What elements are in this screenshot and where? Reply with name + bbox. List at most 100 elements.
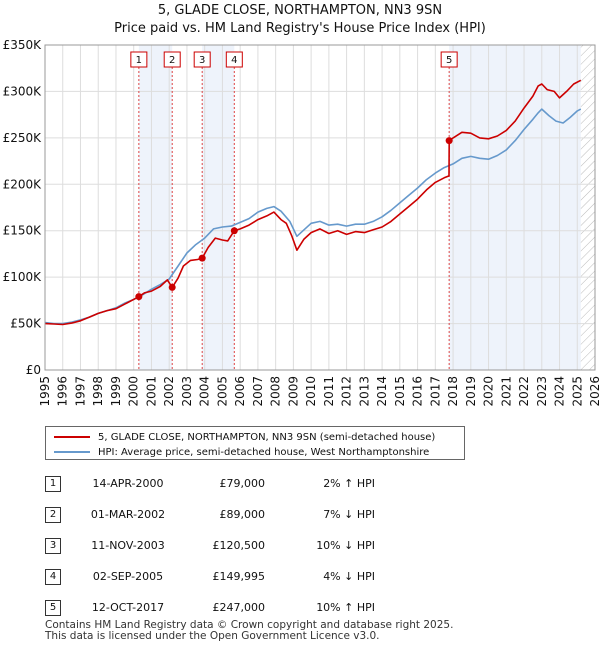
x-tick-label: 2014 <box>375 376 389 407</box>
sale-number-badge: 3 <box>45 538 61 554</box>
sale-date: 12-OCT-2017 <box>91 601 165 614</box>
sale-number-badge: 2 <box>45 507 61 523</box>
sale-hpi-diff: 2% ↑ HPI <box>323 477 375 490</box>
x-tick-label: 1996 <box>56 376 70 407</box>
chart-title-line2: Price paid vs. HM Land Registry's House … <box>114 21 486 36</box>
x-tick-label: 2001 <box>144 376 158 407</box>
sale-price: £120,500 <box>212 539 266 552</box>
sale-price: £247,000 <box>212 601 266 614</box>
sale-point <box>230 227 238 235</box>
x-tick-label: 2012 <box>340 376 354 407</box>
sale-hpi-diff: 10% ↓ HPI <box>316 539 375 552</box>
sale-price: £149,995 <box>212 570 266 583</box>
legend-item-hpi: HPI: Average price, semi-detached house,… <box>54 445 429 459</box>
x-tick-label: 1998 <box>91 376 105 407</box>
x-tick-label: 2026 <box>588 376 600 407</box>
sale-marker-box <box>225 51 243 68</box>
sale-marker-box <box>193 51 211 68</box>
x-tick-label: 2015 <box>393 376 407 407</box>
legend-label-hpi: HPI: Average price, semi-detached house,… <box>98 446 430 458</box>
sale-point <box>198 254 206 262</box>
x-tick-label: 2003 <box>180 376 194 407</box>
chart-legend: 5, GLADE CLOSE, NORTHAMPTON, NN3 9SN (se… <box>45 426 465 460</box>
sale-marker-label: 2 <box>169 55 175 66</box>
legend-label-property: 5, GLADE CLOSE, NORTHAMPTON, NN3 9SN (se… <box>98 431 436 443</box>
sale-period-band <box>449 45 581 370</box>
x-tick-label: 2008 <box>269 376 283 407</box>
sale-marker-label: 4 <box>231 55 237 66</box>
y-tick-label: £150K <box>3 224 43 238</box>
sale-marker-label: 5 <box>446 55 452 66</box>
x-tick-label: 2011 <box>322 376 336 407</box>
x-tick-label: 2006 <box>233 376 247 407</box>
x-tick-label: 1999 <box>109 376 123 407</box>
sale-date: 02-SEP-2005 <box>92 570 164 583</box>
sale-number-badge: 1 <box>45 476 61 492</box>
legend-swatch-hpi <box>54 451 90 453</box>
sale-price: £89,000 <box>219 508 266 521</box>
sale-point <box>135 293 143 301</box>
x-tick-label: 2018 <box>446 376 460 407</box>
x-tick-label: 2022 <box>517 376 531 407</box>
footer-attribution: Contains HM Land Registry data © Crown c… <box>45 620 453 642</box>
x-tick-label: 2005 <box>215 376 229 407</box>
sale-date: 14-APR-2000 <box>92 477 164 490</box>
chart-title-line1: 5, GLADE CLOSE, NORTHAMPTON, NN3 9SN <box>157 3 443 18</box>
sale-period-band <box>202 45 235 370</box>
footer-line1: Contains HM Land Registry data © Crown c… <box>45 619 454 631</box>
x-tick-label: 2002 <box>162 376 176 407</box>
sale-number-badge: 4 <box>45 569 61 585</box>
price-chart: £0 £50K £100K £150K £200K £250K £300K £350K 1995… <box>3 38 600 407</box>
sale-price: £79,000 <box>219 477 266 490</box>
x-tick-label: 2000 <box>127 376 141 407</box>
sale-point <box>168 283 176 291</box>
sale-hpi-diff: 4% ↓ HPI <box>323 570 375 583</box>
projection-hatch <box>580 45 595 370</box>
x-tick-label: 2023 <box>535 376 549 407</box>
table-row: 1 14-APR-2000 £79,000 2% ↑ HPI <box>45 476 465 494</box>
plot-frame <box>44 44 596 371</box>
x-tick-label: 1995 <box>38 376 52 407</box>
y-tick-label: £100K <box>3 270 43 284</box>
table-row: 2 01-MAR-2002 £89,000 7% ↓ HPI <box>45 507 465 525</box>
x-tick-label: 2020 <box>482 376 496 407</box>
sale-hpi-diff: 7% ↓ HPI <box>323 508 375 521</box>
sale-marker-label: 1 <box>136 55 142 66</box>
x-tick-label: 2021 <box>499 376 513 407</box>
x-tick-label: 2016 <box>411 376 425 407</box>
sale-marker-label: 3 <box>199 55 205 66</box>
sale-marker-box <box>130 51 148 68</box>
y-tick-label: £200K <box>3 177 43 191</box>
table-row: 4 02-SEP-2005 £149,995 4% ↓ HPI <box>45 569 465 587</box>
y-tick-label: £300K <box>3 84 43 98</box>
sale-hpi-diff: 10% ↑ HPI <box>316 601 375 614</box>
x-tick-label: 2025 <box>570 376 584 407</box>
y-tick-label: £250K <box>3 131 43 145</box>
sale-number-badge: 5 <box>45 600 61 616</box>
table-row: 3 11-NOV-2003 £120,500 10% ↓ HPI <box>45 538 465 556</box>
sale-date: 01-MAR-2002 <box>90 508 166 521</box>
x-tick-label: 2017 <box>428 376 442 407</box>
x-tick-label: 2010 <box>304 376 318 407</box>
y-tick-label: £0 <box>26 363 41 377</box>
x-tick-label: 2007 <box>251 376 265 407</box>
x-tick-label: 2024 <box>553 376 567 407</box>
x-tick-label: 2013 <box>357 376 371 407</box>
sale-point <box>445 137 453 145</box>
y-tick-label: £50K <box>10 317 42 331</box>
x-tick-label: 2004 <box>198 376 212 407</box>
x-tick-label: 2019 <box>464 376 478 407</box>
y-tick-label: £350K <box>3 38 43 52</box>
x-tick-label: 1997 <box>73 376 87 407</box>
chart-title: 5, GLADE CLOSE, NORTHAMPTON, NN3 9SN Pri… <box>0 2 600 38</box>
sale-period-band <box>138 45 173 370</box>
footer-line2: This data is licensed under the Open Gov… <box>45 630 380 642</box>
table-row: 5 12-OCT-2017 £247,000 10% ↑ HPI <box>45 600 465 618</box>
legend-swatch-property <box>54 436 90 438</box>
series-line <box>44 79 582 326</box>
x-tick-label: 2009 <box>286 376 300 407</box>
sale-marker-box <box>440 51 458 68</box>
sale-marker-box <box>163 51 181 68</box>
legend-item-property: 5, GLADE CLOSE, NORTHAMPTON, NN3 9SN (se… <box>54 430 435 444</box>
sale-date: 11-NOV-2003 <box>91 539 165 552</box>
